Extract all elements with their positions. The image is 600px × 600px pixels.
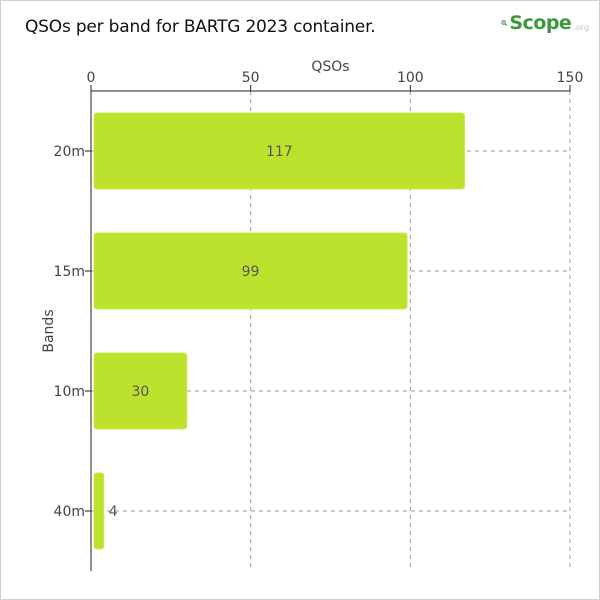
y-tick-label: 10m (54, 384, 85, 400)
axes: 0 50 100 150 20m 15m 10m 40m (54, 70, 584, 571)
bars (93, 112, 466, 550)
logo-suffix: .org (573, 22, 589, 32)
data-label: 30 (131, 384, 149, 400)
y-axis-label: Bands (41, 309, 57, 352)
bar-10m[interactable] (93, 352, 188, 430)
logo-letter: Q (503, 22, 505, 24)
data-label: 117 (266, 144, 293, 160)
chart-title: QSOs per band for BARTG 2023 container. (25, 17, 376, 37)
x-tick-label: 100 (397, 70, 424, 86)
x-axis-label: QSOs (311, 59, 349, 75)
data-labels: 117 99 30 4 (109, 144, 293, 520)
data-label: 99 (242, 264, 260, 280)
data-label: 4 (109, 504, 118, 520)
y-tick-label: 40m (54, 504, 85, 520)
y-tick-label: 20m (54, 144, 85, 160)
bar-20m[interactable] (93, 112, 466, 190)
y-tick-label: 15m (54, 264, 85, 280)
bar-40m[interactable] (93, 472, 105, 550)
qscope-logo[interactable]: Q Scope .org (501, 6, 589, 40)
logo-text: Scope (509, 12, 572, 34)
x-tick-label: 0 (87, 70, 96, 86)
x-tick-label: 150 (557, 70, 584, 86)
x-tick-label: 50 (242, 70, 260, 86)
bar-15m[interactable] (93, 232, 408, 310)
magnifier-q-icon: Q (501, 20, 508, 26)
